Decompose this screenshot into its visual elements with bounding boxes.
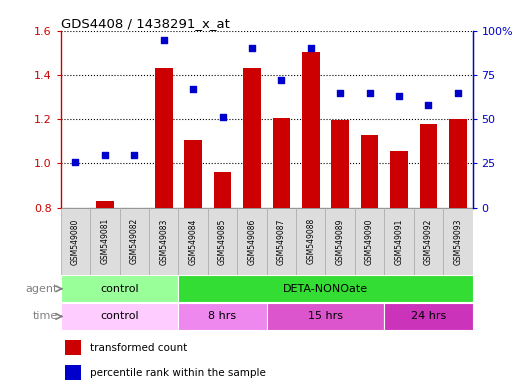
Bar: [420, 124, 437, 208]
Bar: [332, 120, 349, 208]
Bar: [178, 303, 267, 330]
Bar: [361, 135, 379, 208]
Point: [307, 45, 315, 51]
Point: [159, 36, 168, 43]
Point: [248, 45, 256, 51]
Text: agent: agent: [26, 284, 58, 294]
Text: transformed count: transformed count: [90, 343, 187, 353]
Text: GSM549093: GSM549093: [454, 218, 463, 265]
Bar: [90, 208, 119, 275]
Bar: [325, 208, 355, 275]
Bar: [208, 208, 237, 275]
Text: GSM549081: GSM549081: [100, 218, 109, 265]
Text: GSM549084: GSM549084: [188, 218, 197, 265]
Point: [71, 159, 80, 165]
Bar: [414, 208, 443, 275]
Text: GSM549082: GSM549082: [130, 218, 139, 265]
Bar: [384, 208, 414, 275]
Bar: [184, 140, 202, 208]
Text: control: control: [100, 311, 139, 321]
Bar: [267, 303, 384, 330]
Point: [395, 93, 403, 99]
Text: GSM549091: GSM549091: [394, 218, 403, 265]
Bar: [65, 365, 81, 380]
Text: GDS4408 / 1438291_x_at: GDS4408 / 1438291_x_at: [61, 17, 230, 30]
Text: GSM549086: GSM549086: [248, 218, 257, 265]
Text: 15 hrs: 15 hrs: [308, 311, 343, 321]
Bar: [155, 68, 173, 208]
Text: GSM549089: GSM549089: [336, 218, 345, 265]
Bar: [390, 151, 408, 208]
Bar: [296, 208, 325, 275]
Bar: [178, 275, 473, 302]
Text: 8 hrs: 8 hrs: [209, 311, 237, 321]
Bar: [272, 118, 290, 208]
Text: GSM549080: GSM549080: [71, 218, 80, 265]
Bar: [237, 208, 267, 275]
Point: [365, 89, 374, 96]
Text: DETA-NONOate: DETA-NONOate: [283, 284, 368, 294]
Bar: [214, 172, 231, 208]
Bar: [61, 303, 178, 330]
Bar: [61, 275, 178, 302]
Text: GSM549090: GSM549090: [365, 218, 374, 265]
Bar: [61, 208, 90, 275]
Bar: [96, 201, 114, 208]
Text: GSM549085: GSM549085: [218, 218, 227, 265]
Point: [277, 77, 286, 83]
Point: [336, 89, 344, 96]
Bar: [178, 208, 208, 275]
Bar: [243, 68, 261, 208]
Bar: [384, 303, 473, 330]
Bar: [65, 340, 81, 355]
Text: 24 hrs: 24 hrs: [411, 311, 446, 321]
Point: [454, 89, 462, 96]
Point: [130, 152, 138, 158]
Point: [101, 152, 109, 158]
Bar: [267, 208, 296, 275]
Text: percentile rank within the sample: percentile rank within the sample: [90, 367, 266, 377]
Bar: [149, 208, 178, 275]
Text: GSM549092: GSM549092: [424, 218, 433, 265]
Point: [218, 114, 227, 121]
Text: control: control: [100, 284, 139, 294]
Text: time: time: [33, 311, 58, 321]
Text: GSM549083: GSM549083: [159, 218, 168, 265]
Text: GSM549088: GSM549088: [306, 218, 315, 265]
Point: [189, 86, 197, 92]
Bar: [449, 119, 467, 208]
Point: [424, 102, 432, 108]
Bar: [355, 208, 384, 275]
Bar: [119, 208, 149, 275]
Bar: [302, 52, 319, 208]
Text: GSM549087: GSM549087: [277, 218, 286, 265]
Bar: [443, 208, 473, 275]
